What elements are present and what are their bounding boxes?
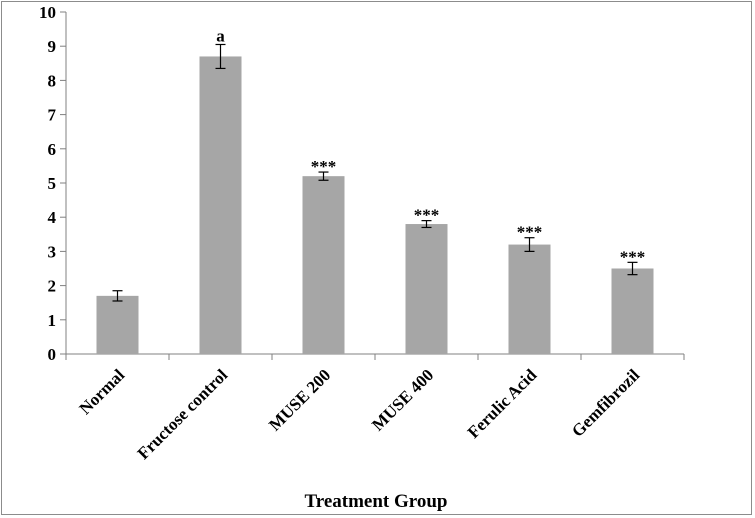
significance-label: *** [414, 206, 440, 225]
category-label: Gemfibrozil [568, 365, 644, 441]
y-tick-label: 0 [48, 345, 57, 364]
bar [302, 176, 345, 354]
y-tick-label: 2 [48, 277, 57, 296]
y-tick-label: 8 [48, 71, 57, 90]
y-tick-label: 10 [39, 3, 56, 22]
x-axis-title: Treatment Group [304, 491, 447, 512]
y-tick-label: 4 [48, 208, 57, 227]
bar [405, 224, 448, 354]
y-tick-label: 5 [48, 174, 57, 193]
bar [199, 56, 242, 355]
y-tick-label: 7 [48, 106, 57, 125]
bar [611, 268, 654, 354]
significance-label: a [216, 26, 225, 45]
y-tick-label: 1 [48, 311, 57, 330]
category-label: Ferulic Acid [464, 365, 541, 442]
significance-label: *** [311, 157, 337, 176]
x-axis [65, 353, 685, 360]
category-label: Fructose control [134, 365, 232, 463]
category-labels: Normal Fructose control MUSE 200 MUSE 400 Fe… [75, 365, 643, 463]
y-tick-label: 6 [48, 140, 57, 159]
y-tick-label: 9 [48, 37, 57, 56]
category-label: MUSE 200 [265, 365, 334, 434]
error-bars [112, 43, 638, 302]
significance-annotations: a *** *** *** *** [216, 26, 645, 266]
y-axis: 0 1 2 3 4 5 6 7 8 9 10 [39, 3, 67, 364]
bar [508, 244, 551, 354]
significance-label: *** [517, 223, 543, 242]
category-label: MUSE 400 [368, 365, 437, 434]
significance-label: *** [620, 247, 646, 266]
y-tick-label: 3 [48, 242, 57, 261]
bar [96, 295, 139, 354]
category-label: Normal [75, 365, 128, 418]
bars [96, 56, 654, 355]
